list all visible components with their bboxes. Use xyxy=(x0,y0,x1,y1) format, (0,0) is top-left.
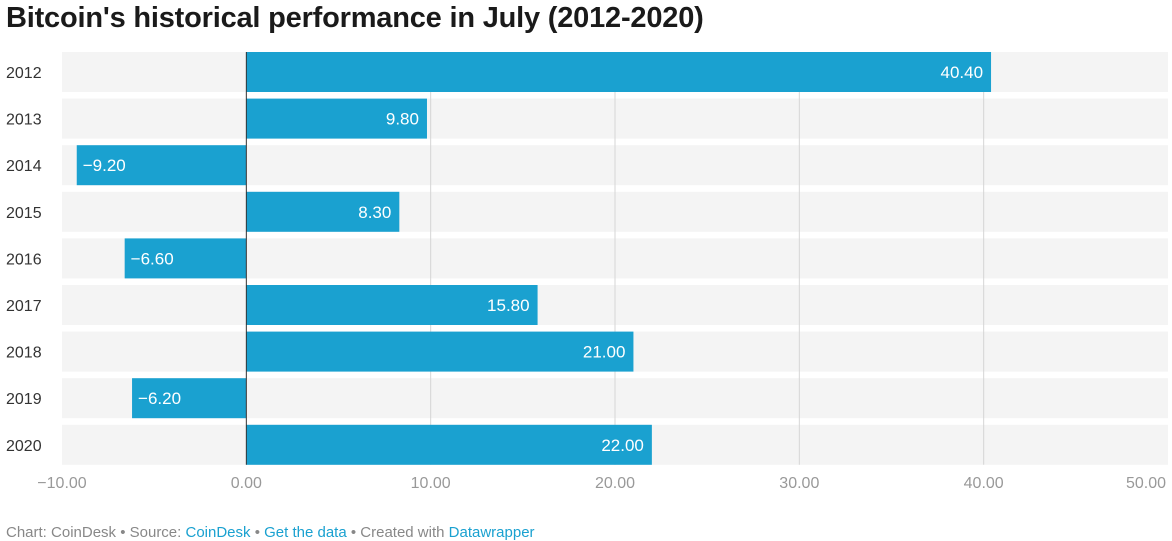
bar[interactable] xyxy=(246,285,538,325)
get-data-link[interactable]: Get the data xyxy=(264,524,347,541)
x-tick-label: 0.00 xyxy=(231,475,262,492)
datawrapper-link[interactable]: Datawrapper xyxy=(448,524,535,541)
category-label: 2016 xyxy=(6,251,42,268)
value-label: −9.20 xyxy=(83,156,126,175)
category-label: 2019 xyxy=(6,391,42,408)
value-label: −6.20 xyxy=(138,389,181,408)
x-tick-label: 20.00 xyxy=(595,475,635,492)
category-label: 2020 xyxy=(6,438,42,455)
bar-chart: 2012 2013 2014 2015 2016 2017 2018 2019 2020 40.4… xyxy=(6,52,1168,492)
bar[interactable] xyxy=(124,238,247,279)
bar[interactable] xyxy=(246,424,652,465)
value-label: 9.80 xyxy=(386,110,419,129)
category-label: 2015 xyxy=(6,205,42,222)
bar[interactable] xyxy=(246,98,427,139)
bar[interactable] xyxy=(246,191,400,232)
bar[interactable] xyxy=(246,331,634,372)
footer-credit: Chart: CoinDesk • Source: xyxy=(6,524,186,541)
category-label: 2014 xyxy=(6,158,42,175)
category-label: 2018 xyxy=(6,345,42,362)
footer-created-with: • Created with xyxy=(346,524,449,541)
value-label: 21.00 xyxy=(583,343,626,362)
x-tick-label: 10.00 xyxy=(411,475,451,492)
bar[interactable] xyxy=(246,52,992,92)
x-tick-label: 40.00 xyxy=(964,475,1004,492)
category-label: 2013 xyxy=(6,112,42,129)
value-label: 8.30 xyxy=(358,203,391,222)
chart-title: Bitcoin's historical performance in July… xyxy=(6,2,704,34)
footer-separator: • xyxy=(250,524,265,541)
value-label: 22.00 xyxy=(601,436,644,455)
bar[interactable] xyxy=(132,378,247,419)
value-label: 15.80 xyxy=(487,296,530,315)
category-label: 2017 xyxy=(6,298,42,315)
category-label: 2012 xyxy=(6,65,42,82)
value-label: −6.60 xyxy=(131,249,174,268)
x-tick-label: 50.00 xyxy=(1126,475,1166,492)
x-tick-label: 30.00 xyxy=(779,475,819,492)
bar[interactable] xyxy=(76,145,247,186)
x-tick-label: −10.00 xyxy=(37,475,86,492)
value-label: 40.40 xyxy=(940,63,983,82)
source-link[interactable]: CoinDesk xyxy=(185,524,251,541)
chart-footer: Chart: CoinDesk • Source: CoinDesk • Get… xyxy=(6,524,535,541)
